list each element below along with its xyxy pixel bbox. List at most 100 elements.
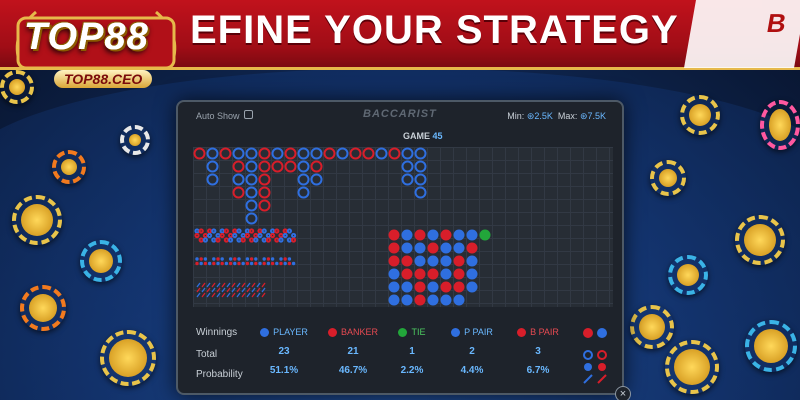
bead-mark bbox=[195, 261, 199, 266]
auto-show-checkbox[interactable] bbox=[244, 110, 253, 119]
road-mark bbox=[241, 282, 246, 288]
road-mark bbox=[401, 173, 414, 186]
road-mark bbox=[271, 147, 284, 160]
bead-mark bbox=[237, 257, 241, 261]
road-mark bbox=[211, 228, 217, 234]
casino-chip bbox=[735, 215, 785, 265]
auto-show-label: Auto Show bbox=[196, 111, 240, 121]
road-mark bbox=[388, 147, 401, 160]
road-mark bbox=[201, 292, 206, 298]
road-mark bbox=[286, 237, 293, 243]
road-mark bbox=[245, 212, 258, 225]
bead-mark bbox=[195, 257, 199, 261]
road-mark bbox=[297, 147, 310, 160]
road-mark bbox=[226, 292, 231, 298]
bet-limits: Min: ⊛2.5K Max: ⊛7.5K bbox=[507, 111, 606, 121]
max-label: Max: bbox=[557, 111, 578, 121]
road-mark bbox=[219, 147, 232, 160]
road-mark bbox=[236, 228, 242, 234]
road-mark bbox=[256, 287, 261, 293]
bead-mark bbox=[207, 261, 212, 266]
road-mark bbox=[223, 228, 230, 234]
road-mark bbox=[414, 173, 427, 186]
road-mark bbox=[198, 228, 204, 234]
casino-chip bbox=[680, 95, 720, 135]
roadmap-grid bbox=[193, 147, 613, 307]
casino-chip bbox=[100, 330, 156, 386]
road-mark bbox=[246, 292, 251, 298]
bead-mark bbox=[266, 257, 271, 261]
bead-mark bbox=[414, 229, 426, 241]
game-label: GAME bbox=[403, 131, 430, 141]
stats-col-b-pair: B PAIR 3 6.7% bbox=[508, 317, 568, 376]
road-mark bbox=[245, 173, 258, 186]
bead-mark bbox=[388, 242, 400, 254]
bead-mark bbox=[388, 268, 400, 280]
bead-mark bbox=[388, 255, 400, 267]
bead-mark bbox=[453, 294, 465, 306]
bead-mark bbox=[466, 255, 478, 267]
close-button[interactable]: × bbox=[615, 386, 631, 400]
col-total: 21 bbox=[347, 346, 359, 357]
total-label: Total bbox=[196, 349, 218, 360]
road-mark bbox=[291, 237, 297, 243]
road-mark bbox=[265, 237, 272, 243]
road-mark bbox=[249, 228, 255, 234]
bead-mark bbox=[287, 261, 292, 266]
road-mark bbox=[240, 237, 246, 243]
probability-label: Probability bbox=[196, 369, 243, 380]
col-name: TIE bbox=[411, 327, 426, 337]
bead-mark bbox=[427, 242, 439, 254]
road-mark bbox=[232, 232, 238, 239]
road-mark bbox=[231, 287, 236, 293]
col-probability: 2.2% bbox=[400, 365, 424, 376]
game-indicator: GAME 45 bbox=[403, 131, 443, 141]
bead-mark bbox=[237, 261, 241, 266]
road-mark bbox=[236, 292, 241, 298]
panel-topbar: Auto Show BACCARIST Min: ⊛2.5K Max: ⊛7.5… bbox=[178, 102, 622, 128]
road-mark bbox=[196, 292, 201, 298]
road-mark bbox=[221, 292, 226, 298]
road-mark bbox=[194, 232, 200, 239]
road-mark bbox=[232, 160, 245, 173]
road-mark bbox=[207, 232, 213, 239]
min-label: Min: bbox=[507, 111, 525, 121]
logo-url[interactable]: TOP88.CEO bbox=[54, 70, 153, 88]
road-mark bbox=[362, 147, 375, 160]
p-pair-dot-icon bbox=[451, 327, 461, 337]
bead-mark bbox=[241, 261, 245, 266]
stats-col-banker: BANKER 21 46.7% bbox=[323, 317, 383, 376]
road-mark bbox=[258, 199, 271, 212]
bead-mark bbox=[427, 229, 439, 241]
road-mark bbox=[232, 228, 238, 234]
col-name: BANKER bbox=[340, 327, 378, 337]
casino-chip bbox=[650, 160, 686, 196]
bead-mark bbox=[212, 261, 216, 266]
road-legend-icons bbox=[583, 328, 607, 384]
col-probability: 46.7% bbox=[338, 365, 368, 376]
banker-dot-icon bbox=[327, 327, 337, 337]
bead-mark bbox=[440, 294, 452, 306]
road-mark bbox=[251, 287, 256, 293]
max-value: 7.5K bbox=[587, 111, 606, 121]
casino-chip bbox=[120, 125, 150, 155]
road-mark bbox=[245, 147, 258, 160]
road-mark bbox=[261, 228, 267, 234]
bead-mark bbox=[279, 261, 283, 266]
casino-chip bbox=[80, 240, 122, 282]
bead-mark bbox=[440, 281, 452, 293]
road-mark bbox=[297, 186, 310, 199]
road-mark bbox=[207, 228, 213, 234]
road-mark bbox=[245, 186, 258, 199]
road-mark bbox=[349, 147, 362, 160]
road-mark bbox=[219, 232, 225, 239]
road-mark bbox=[261, 282, 266, 288]
road-mark bbox=[228, 232, 234, 239]
road-mark bbox=[226, 282, 231, 288]
bead-mark bbox=[466, 281, 478, 293]
laurel-icon bbox=[15, 10, 177, 70]
bead-mark bbox=[203, 261, 208, 266]
site-logo[interactable]: TOP88 TOP88.CEO bbox=[6, 4, 186, 96]
bead-mark bbox=[199, 261, 203, 266]
